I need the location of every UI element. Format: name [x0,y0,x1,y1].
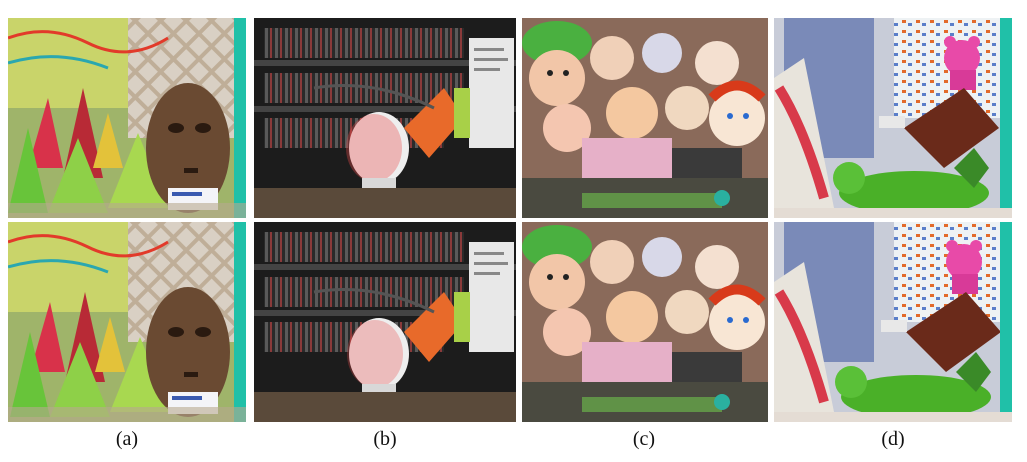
anaglyph-cones-image [8,222,246,422]
panel-c-bottom [522,222,768,422]
anaglyph-cones-image [8,18,246,218]
anaglyph-toys-image [774,18,1012,218]
caption-b: (b) [373,428,397,450]
caption-a: (a) [115,428,139,450]
anaglyph-head-image [254,222,516,422]
anaglyph-toys-image [774,222,1012,422]
panel-a-top [8,18,246,218]
panel-c-top [522,18,768,218]
caption-c: (c) [632,428,656,450]
anaglyph-head-image [254,18,516,218]
panel-b-bottom [254,222,516,422]
panel-b-top [254,18,516,218]
panel-a-bottom [8,222,246,422]
anaglyph-dolls-image [522,18,768,218]
panel-d-top [774,18,1012,218]
panel-d-bottom [774,222,1012,422]
caption-d: (d) [881,428,905,450]
anaglyph-dolls-image [522,222,768,422]
